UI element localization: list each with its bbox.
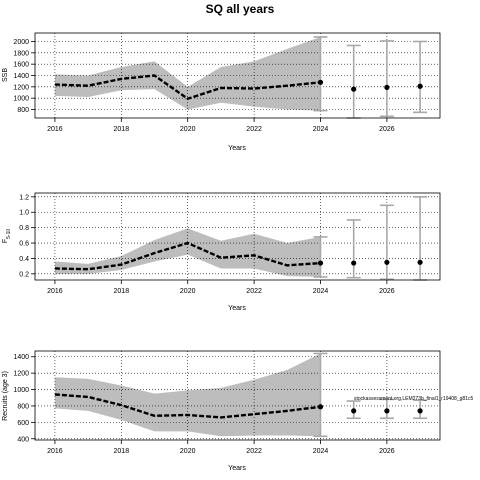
y-tick-label-2000: 2000 <box>13 39 29 46</box>
x-tick-label-2018: 2018 <box>114 126 130 133</box>
y-tick-label-0.2: 0.2 <box>19 271 29 278</box>
projection-point-2027 <box>417 408 423 414</box>
y-axis-label: F5-10 <box>2 229 12 244</box>
y-tick-label-1000: 1000 <box>13 387 29 394</box>
x-tick-label-2016: 2016 <box>47 288 63 295</box>
x-tick-label-2026: 2026 <box>379 448 395 455</box>
x-tick-label-2024: 2024 <box>313 288 329 295</box>
projection-point-2024 <box>317 260 324 266</box>
estimate-line <box>54 74 321 101</box>
y-tick-label-1.2: 1.2 <box>19 194 29 201</box>
projection-point-2027 <box>417 259 423 265</box>
x-tick-label-2026: 2026 <box>379 126 395 133</box>
x-axis-label: Years <box>228 145 246 152</box>
confidence-band <box>54 36 321 111</box>
confidence-band <box>54 353 321 437</box>
x-tick-label-2026: 2026 <box>379 288 395 295</box>
plot-frame <box>34 192 441 281</box>
estimate-line <box>54 393 321 419</box>
y-tick-label-1400: 1400 <box>13 354 29 361</box>
x-tick-label-2020: 2020 <box>180 448 196 455</box>
y-tick-label-800: 800 <box>17 107 29 114</box>
x-tick-label-2016: 2016 <box>47 126 63 133</box>
y-axis-label: Recruits (age 3) <box>2 371 9 421</box>
x-tick-label-2022: 2022 <box>246 448 262 455</box>
y-axis-label: SSB <box>2 68 9 82</box>
assessment-annotation: stockassessment.org,LEM273b_final1_r1940… <box>354 396 473 402</box>
y-tick-label-0.8: 0.8 <box>19 225 29 232</box>
x-tick-label-2018: 2018 <box>114 288 130 295</box>
panel-1: 2016 2018 2020 2022 2024 2026 800 1000 1200 1400 1… <box>2 32 441 152</box>
projection-point-2025 <box>351 408 357 414</box>
y-tick-label-0.4: 0.4 <box>19 256 29 263</box>
x-tick-label-2018: 2018 <box>114 448 130 455</box>
estimate-line <box>54 241 321 271</box>
y-tick-label-400: 400 <box>17 436 29 443</box>
y-tick-label-1400: 1400 <box>13 73 29 80</box>
panel-3: 2016 2018 2020 2022 2024 2026 400 600 800 1000 120… <box>2 350 473 472</box>
y-tick-label-1: 1.0 <box>19 210 29 217</box>
x-tick-label-2020: 2020 <box>180 288 196 295</box>
projection-point-2025 <box>351 86 357 92</box>
projection-point-2024 <box>317 79 324 85</box>
x-tick-label-2022: 2022 <box>246 126 262 133</box>
projection-point-2024 <box>317 404 324 410</box>
figure-title: SQ all years <box>206 2 275 16</box>
x-axis-label: Years <box>228 465 246 472</box>
y-axis-label-subscript: 5-10 <box>6 229 12 239</box>
y-tick-label-600: 600 <box>17 420 29 427</box>
y-tick-label-800: 800 <box>17 403 29 410</box>
plot-frame <box>34 350 441 441</box>
x-tick-label-2016: 2016 <box>47 448 63 455</box>
panel-2: 2016 2018 2020 2022 2024 2026 0.2 0.4 0.6 0.8 1.0 1… <box>2 192 441 312</box>
x-tick-label-2024: 2024 <box>313 448 329 455</box>
projection-point-2026 <box>384 84 390 90</box>
x-tick-label-2022: 2022 <box>246 288 262 295</box>
y-tick-label-1200: 1200 <box>13 371 29 378</box>
x-axis-label: Years <box>228 305 246 312</box>
x-tick-label-2024: 2024 <box>313 126 329 133</box>
y-tick-label-1200: 1200 <box>13 84 29 91</box>
y-tick-label-1000: 1000 <box>13 96 29 103</box>
projection-point-2027 <box>417 83 423 89</box>
projection-point-2026 <box>384 408 390 414</box>
x-tick-label-2020: 2020 <box>180 126 196 133</box>
y-tick-label-0.6: 0.6 <box>19 241 29 248</box>
projection-point-2026 <box>384 259 390 265</box>
y-tick-label-1600: 1600 <box>13 62 29 69</box>
projection-point-2025 <box>351 260 357 266</box>
y-tick-label-1800: 1800 <box>13 50 29 57</box>
